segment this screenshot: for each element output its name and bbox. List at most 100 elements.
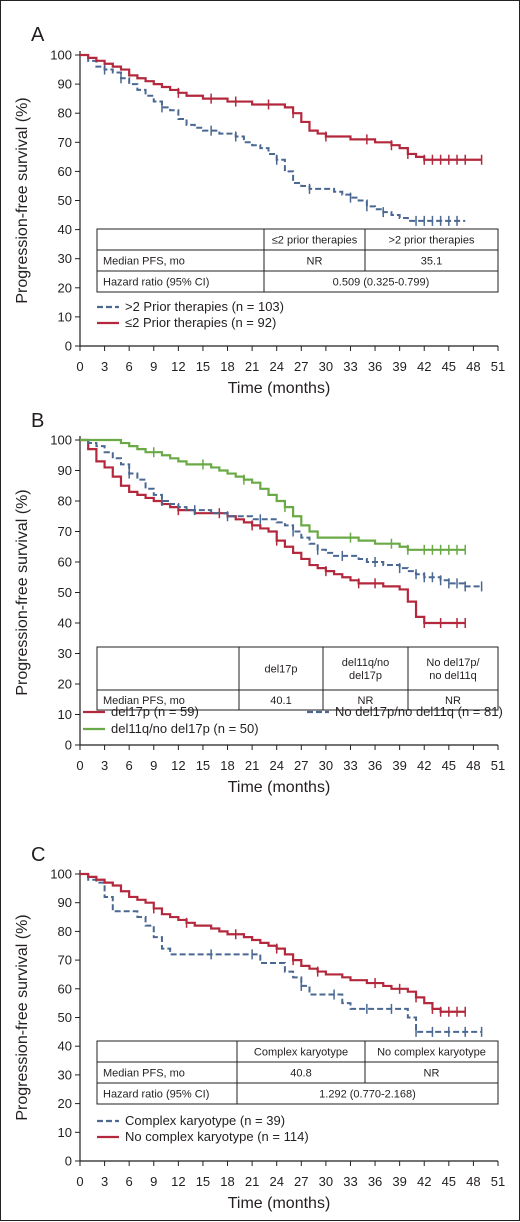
x-tick-label: 24 [269,758,283,773]
y-tick-label: 20 [58,677,72,692]
table-cell: 0.509 (0.325-0.799) [333,277,430,289]
x-tick-label: 27 [294,359,308,374]
x-tick-label: 9 [150,1174,157,1189]
x-tick-label: 6 [126,758,133,773]
y-tick-label: 90 [58,77,72,92]
y-tick-label: 40 [58,222,72,237]
legend-label: Complex karyotype (n = 39) [125,1113,285,1128]
x-tick-label: 48 [466,359,480,374]
x-tick-label: 27 [294,1174,308,1189]
y-tick-label: 50 [58,1010,72,1025]
x-tick-label: 0 [76,359,83,374]
summary-table: ≤2 prior therapies >2 prior therapies Medi… [96,228,499,293]
table-header-cell: del17p [264,664,297,676]
legend-label: >2 Prior therapies (n = 103) [125,299,284,314]
x-tick-label: 15 [196,359,210,374]
x-tick-label: 30 [319,758,333,773]
x-tick-label: 39 [392,758,406,773]
table-cell: 40.8 [290,1068,311,1080]
x-tick-label: 3 [101,1174,108,1189]
y-axis-title: Progression-free survival (%) [14,489,31,695]
x-tick-label: 21 [245,1174,259,1189]
x-tick-label: 24 [269,359,283,374]
x-axis-title: Time (months) [228,380,331,397]
x-tick-label: 42 [417,758,431,773]
legend-label: No complex karyotype (n = 114) [125,1129,309,1144]
y-tick-label: 40 [58,1039,72,1054]
table-row-label: Median PFS, mo [103,1068,185,1080]
panel-letter: A [31,24,45,46]
table-header-cell: del11q/no [342,657,390,669]
x-tick-label: 9 [150,758,157,773]
y-tick-label: 100 [50,48,72,63]
y-tick-label: 60 [58,555,72,570]
table-cell: NR [445,695,461,707]
x-tick-label: 51 [491,1174,505,1189]
y-tick-label: 0 [65,738,72,753]
x-tick-label: 21 [245,359,259,374]
x-tick-label: 15 [196,1174,210,1189]
x-tick-label: 27 [294,758,308,773]
y-tick-label: 70 [58,135,72,150]
y-tick-label: 70 [58,524,72,539]
table-header-cell: No del17p/ [426,657,480,669]
y-tick-label: 20 [58,280,72,295]
y-tick-label: 40 [58,616,72,631]
y-tick-label: 100 [50,867,72,882]
x-tick-label: 36 [368,359,382,374]
x-tick-label: 51 [491,359,505,374]
x-tick-label: 6 [126,1174,133,1189]
y-tick-label: 50 [58,193,72,208]
table-border [96,1040,499,1105]
y-tick-label: 30 [58,646,72,661]
x-tick-label: 0 [76,758,83,773]
panel-letter: B [31,410,44,432]
table-row-label: Median PFS, mo [103,256,185,268]
x-tick-label: 9 [150,359,157,374]
x-tick-label: 15 [196,758,210,773]
y-axis-title: Progression-free survival (%) [14,914,31,1120]
table-cell: NR [424,1068,440,1080]
x-tick-label: 18 [220,359,234,374]
table-cell: 35.1 [421,256,442,268]
y-tick-label: 90 [58,463,72,478]
x-tick-label: 48 [466,1174,480,1189]
y-tick-label: 0 [65,1154,72,1169]
table-header-cell: Complex karyotype [254,1047,348,1059]
series-line-red [80,438,466,625]
series-line-red [80,53,482,161]
x-tick-label: 36 [368,758,382,773]
x-tick-label: 12 [171,1174,185,1189]
table-cell: NR [307,256,323,268]
legend: del17p (n = 59) No del17p/no del11q (n = … [83,704,503,736]
y-tick-label: 80 [58,924,72,939]
y-tick-label: 30 [58,251,72,266]
x-tick-label: 51 [491,758,505,773]
x-axis-title: Time (months) [228,1195,331,1212]
y-tick-label: 100 [50,433,72,448]
y-axis-title: Progression-free survival (%) [14,97,31,303]
table-header-cell: no del11q [429,670,477,682]
x-tick-label: 0 [76,1174,83,1189]
table-header-cell: No complex karyotype [377,1047,486,1059]
x-tick-label: 3 [101,758,108,773]
series-line-blue [80,873,482,1033]
x-tick-label: 42 [417,359,431,374]
y-tick-label: 80 [58,106,72,121]
x-tick-label: 45 [442,758,456,773]
series-line-green [80,438,466,551]
x-axis-title: Time (months) [228,779,331,796]
x-tick-label: 3 [101,359,108,374]
y-tick-label: 60 [58,164,72,179]
legend-label: del17p (n = 59) [111,704,199,719]
legend-label: No del17p/no del11q (n = 81) [335,704,503,719]
x-tick-label: 33 [343,1174,357,1189]
x-tick-label: 12 [171,359,185,374]
series-line-blue [80,439,482,588]
legend: Complex karyotype (n = 39)No complex kar… [97,1113,309,1144]
legend-label: del11q/no del17p (n = 50) [111,721,259,736]
